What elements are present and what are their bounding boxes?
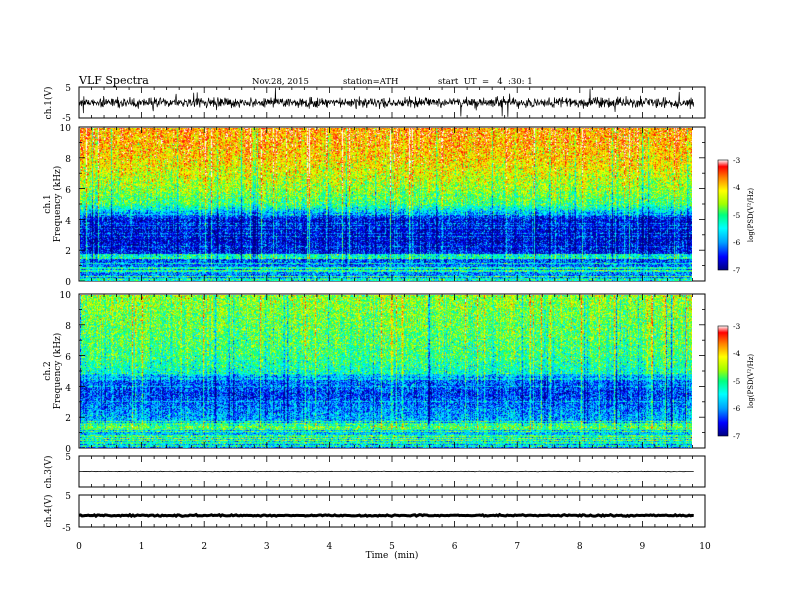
ch4-wave-ylabel: ch.4(V) [43,495,54,528]
colorbar-ch1-label: log(PSD(V²/Hz) [747,188,755,243]
ch2-spectrogram-image [80,295,692,448]
cb1-tick-m6: -6 [733,238,741,247]
ch1-spec-ytick-6: 6 [65,186,71,196]
ch4-waveform-trace [78,512,694,519]
ch4-wave-ytick-bottom: -5 [62,524,71,534]
ch4-wave-ytick-top: 5 [65,492,71,502]
cb1-tick-m7: -7 [733,266,741,275]
ch1-wave-ylabel: ch.1(V) [43,87,54,120]
ch2-spec-ytick-0: 0 [65,445,71,455]
x-tick-labels: 0 1 2 3 4 5 6 7 8 9 10 [76,542,711,552]
ch1-spec-ytick-2: 2 [65,247,71,257]
figure-title: VLF Spectra [78,74,149,87]
cb1-tick-m3: -3 [733,156,741,165]
ch1-wave-ytick-top: 5 [65,84,71,94]
x-tick-label-1: 1 [139,542,145,552]
ch2-spec-ytick-4: 4 [65,384,71,394]
ch2-spec-ytick-10: 10 [60,291,72,301]
x-tick-label-2: 2 [201,542,207,552]
ch1-spec-ylabel-channel: ch.1 [43,194,53,213]
cb2-tick-m3: -3 [733,322,741,331]
ch3-wave-ytick-top: 5 [65,453,71,463]
start-time-label: start UT = 4 :30: 1 [438,77,533,87]
x-tick-label-8: 8 [577,542,583,552]
x-tick-label-3: 3 [264,542,270,552]
ch2-spec-ylabel-channel: ch.2 [43,361,53,380]
ch2-spec-ytick-8: 8 [65,322,71,332]
y-tick-labels: 5 -5 10 8 6 4 2 0 10 8 6 4 2 0 5 5 -5 [60,84,72,534]
cb2-tick-m7: -7 [733,432,741,441]
ch1-spec-ytick-8: 8 [65,155,71,165]
y-axis-labels: ch.1(V) ch.1 Frequency (kHz) ch.2 Freque… [43,87,63,528]
ch3-wave-ylabel: ch.3(V) [43,456,54,489]
x-tick-label-4: 4 [327,542,333,552]
cb2-tick-m6: -6 [733,404,741,413]
x-tick-label-10: 10 [699,542,711,552]
cb2-tick-m5: -5 [733,377,741,386]
x-tick-label-9: 9 [640,542,646,552]
ch1-spec-ytick-0: 0 [65,278,71,288]
cb2-tick-m4: -4 [733,349,741,358]
ch2-spec-ylabel-freq: Frequency (kHz) [52,333,63,410]
colorbar-ch2: -3 -4 -5 -6 -7 log(PSD(V²/Hz) [717,322,755,441]
x-axis-label: Time (min) [366,550,419,561]
cb1-tick-m5: -5 [733,211,741,220]
ch1-waveform-trace [78,87,695,117]
station-label: station=ATH [343,77,398,87]
ch2-spec-ytick-6: 6 [65,353,71,363]
ch3-waveform-trace [78,470,694,473]
ch2-spec-ytick-2: 2 [65,414,71,424]
x-tick-label-5: 5 [389,542,395,552]
colorbar-ch2-gradient [717,325,729,437]
colorbar-ch2-label: log(PSD(V²/Hz) [747,354,755,409]
ch1-wave-ytick-bottom: -5 [62,114,71,124]
ch1-spectrogram-image [80,128,692,281]
cb1-tick-m4: -4 [733,183,741,192]
x-tick-label-7: 7 [514,542,520,552]
ch1-spec-ylabel-freq: Frequency (kHz) [52,166,63,243]
x-tick-label-0: 0 [76,542,82,552]
date-label: Nov.28, 2015 [252,77,309,87]
ch1-spec-ytick-10: 10 [60,124,72,134]
ch1-spec-ytick-4: 4 [65,217,71,227]
colorbar-ch1: -3 -4 -5 -6 -7 log(PSD(V²/Hz) [717,156,755,275]
axis-ticks [78,87,706,527]
x-tick-label-6: 6 [452,542,458,552]
colorbar-ch1-gradient [717,159,729,271]
